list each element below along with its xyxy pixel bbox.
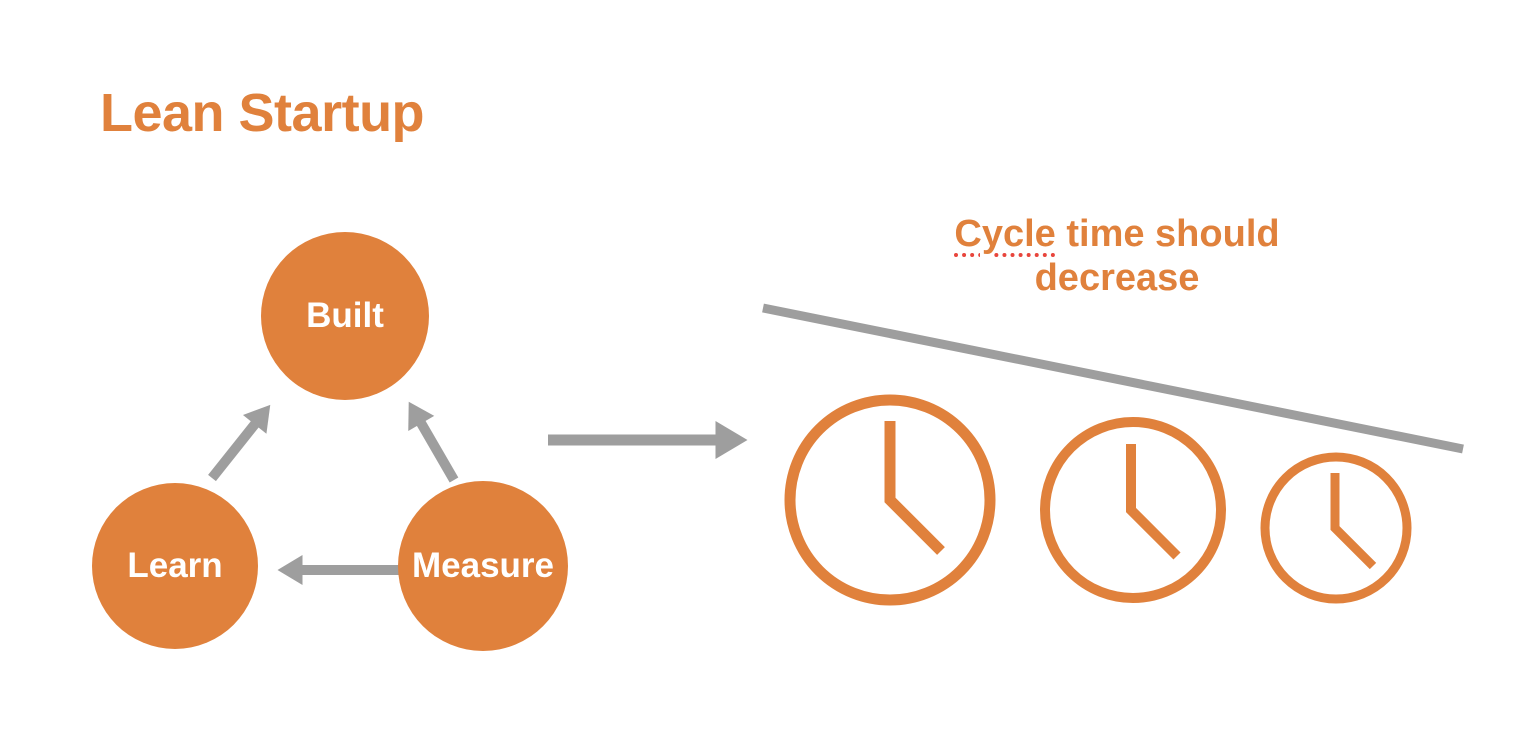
- annotation-line2: decrease: [1034, 257, 1200, 299]
- declining-trend-line: [762, 303, 1464, 454]
- clock-hands-small: [1330, 473, 1377, 570]
- clock-icon-small: [1260, 452, 1412, 604]
- node-built-label: Built: [306, 296, 384, 335]
- node-measure: Measure: [398, 481, 568, 651]
- cycle-time-annotation: Cycle time should decrease: [897, 212, 1337, 300]
- node-measure-label: Measure: [411, 546, 555, 585]
- clock-icon-medium: [1040, 417, 1226, 603]
- node-built: Built: [261, 232, 429, 400]
- node-learn-label: Learn: [127, 546, 223, 585]
- node-learn: Learn: [92, 483, 258, 649]
- clock-icon-large: [784, 394, 996, 606]
- clock-hands-medium: [1126, 444, 1181, 560]
- arrow-learn-to-built-icon: [208, 404, 271, 482]
- arrow-measure-to-built-icon: [408, 401, 459, 483]
- annotation-line1-rest: time should: [1055, 213, 1280, 255]
- misspelled-word: Cycle: [954, 213, 1056, 255]
- slide-title: Lean Startup: [100, 83, 425, 143]
- clock-hands-large: [884, 421, 945, 555]
